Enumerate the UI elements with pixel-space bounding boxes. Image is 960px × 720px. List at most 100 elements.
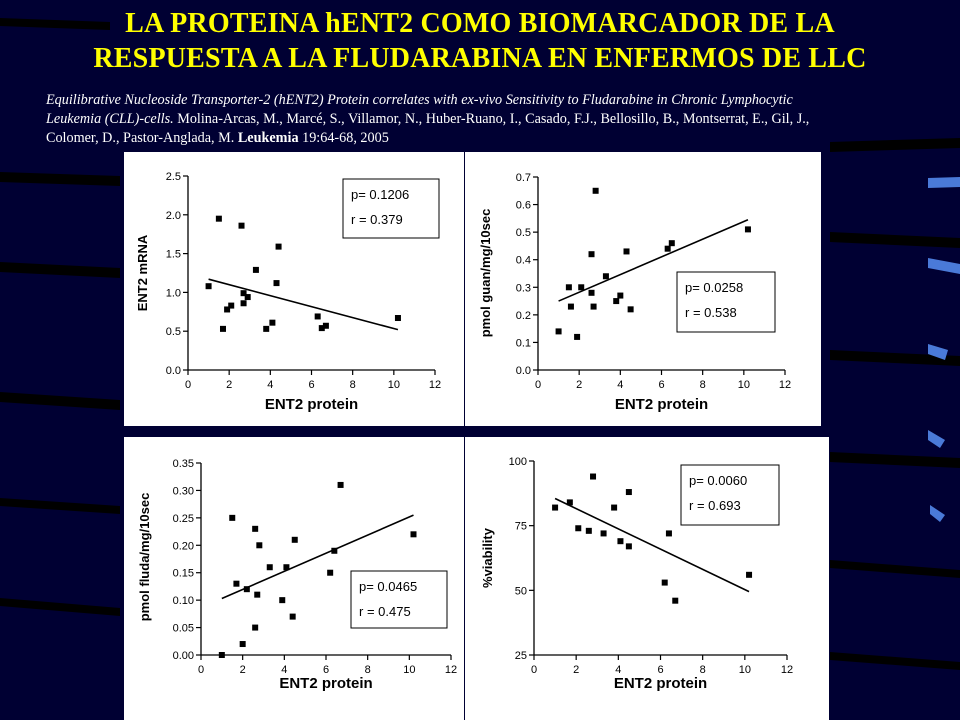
r-value-label: r = 0.379 [351,212,403,227]
data-point [668,240,675,247]
data-point [617,292,624,299]
y-tick-label: 0.15 [173,568,194,580]
data-point [567,303,574,310]
data-point [585,527,592,534]
data-point [289,613,296,620]
reference-line-2: Leukemia (CLL)-cells. Molina-Arcas, M., … [46,110,926,129]
x-tick-label: 0 [531,664,537,676]
data-point [254,591,261,598]
p-value-label: p= 0.1206 [351,187,409,202]
data-point [611,504,618,511]
data-point [590,473,597,480]
y-tick-label: 50 [515,585,527,597]
x-tick-label: 4 [617,379,623,391]
data-point [252,624,259,631]
x-tick-label: 2 [240,664,246,676]
data-point [555,328,562,335]
data-point [410,531,417,538]
p-value-label: p= 0.0060 [689,473,747,488]
data-point [565,284,572,291]
y-tick-label: 75 [515,521,527,533]
r-value-label: r = 0.538 [685,305,737,320]
reference-authors-part-2: Colomer, D., Pastor-Anglada, M. [46,130,238,146]
x-tick-label: 4 [267,379,273,391]
data-point [273,280,280,287]
y-axis-label: pmol guan/mg/10sec [478,209,493,338]
data-point [627,306,634,313]
y-tick-label: 0.0 [516,365,531,377]
x-axis-label: ENT2 protein [265,396,358,413]
x-tick-label: 12 [445,664,457,676]
data-point [314,313,321,320]
x-tick-label: 0 [198,664,204,676]
data-point [239,641,246,648]
data-point [590,303,597,310]
data-point [252,525,259,532]
y-tick-label: 0.30 [173,485,194,497]
stats-box [350,570,448,629]
data-point [665,530,672,537]
reference-title-part-2: Leukemia (CLL)-cells. [46,111,174,127]
y-tick-label: 0.0 [166,365,181,377]
y-tick-label: 0.25 [173,513,194,525]
regression-line [554,497,750,593]
data-point [552,504,559,511]
reference-line-1: Equilibrative Nucleoside Transporter-2 (… [46,91,926,110]
data-point [661,579,668,586]
x-axis-label: ENT2 protein [279,675,372,692]
chart-viability: 25 50 75 100 0 2 4 6 8 10 12 ENT2 protein %viability… [480,456,793,692]
y-axis-label: pmol fluda/mg/10sec [137,493,152,622]
p-value-label: p= 0.0258 [685,280,743,295]
x-tick-label: 6 [308,379,314,391]
y-tick-label: 0.4 [516,255,531,267]
data-point [578,284,585,291]
y-tick-label: 0.6 [516,200,531,212]
data-point [224,306,231,313]
data-point [625,543,632,550]
regression-line [208,278,399,331]
x-tick-label: 10 [739,664,751,676]
y-tick-label: 1.5 [166,249,181,261]
data-point [243,586,250,593]
x-tick-label: 12 [429,379,441,391]
data-point [394,315,401,322]
y-tick-label: 0.5 [166,326,181,338]
y-tick-label: 0.00 [173,650,194,662]
data-point [219,325,226,332]
y-axis-label: %viability [480,527,495,588]
data-point [588,251,595,258]
p-value-label: p= 0.0465 [359,579,417,594]
regression-line [558,219,749,302]
data-point [574,333,581,340]
r-value-label: r = 0.475 [359,604,411,619]
regression-line [221,514,414,600]
data-point [215,215,222,222]
x-tick-label: 0 [535,379,541,391]
slide-title-line-1: LA PROTEINA hENT2 COMO BIOMARCADOR DE LA [125,8,835,39]
x-tick-label: 8 [350,379,356,391]
chart-panel-mrna: 0.0 0.5 1.0 1.5 2.0 2.5 0 2 4 6 8 10 12 ENT2 protein E… [124,152,464,426]
x-axis-label: ENT2 protein [614,675,707,692]
data-point [322,322,329,329]
data-point [218,652,225,658]
x-tick-label: 8 [700,379,706,391]
x-tick-label: 12 [779,379,791,391]
y-tick-label: 100 [509,456,527,468]
data-point [331,547,338,554]
chart-guan-uptake: 0.0 0.1 0.2 0.3 0.4 0.5 0.6 0.7 0 2 4 6 8 10 12 ENT2 pr… [478,172,791,413]
chart-panel-viability: 25 50 75 100 0 2 4 6 8 10 12 ENT2 protein %viability… [465,437,829,720]
x-axis-label: ENT2 protein [615,396,708,413]
data-point [337,481,344,488]
chart-ent2-mrna: 0.0 0.5 1.0 1.5 2.0 2.5 0 2 4 6 8 10 12 ENT2 protein E… [135,171,441,413]
reference-journal: Leukemia [237,130,299,146]
reference-title-part-1: Equilibrative Nucleoside Transporter-2 (… [46,92,793,108]
data-point [244,294,251,301]
data-point [283,564,290,571]
data-point [233,580,240,587]
x-tick-label: 8 [700,664,706,676]
data-point [279,597,286,604]
x-tick-label: 4 [615,664,621,676]
data-point [600,530,607,537]
data-point [625,489,632,496]
y-tick-label: 0.20 [173,540,194,552]
